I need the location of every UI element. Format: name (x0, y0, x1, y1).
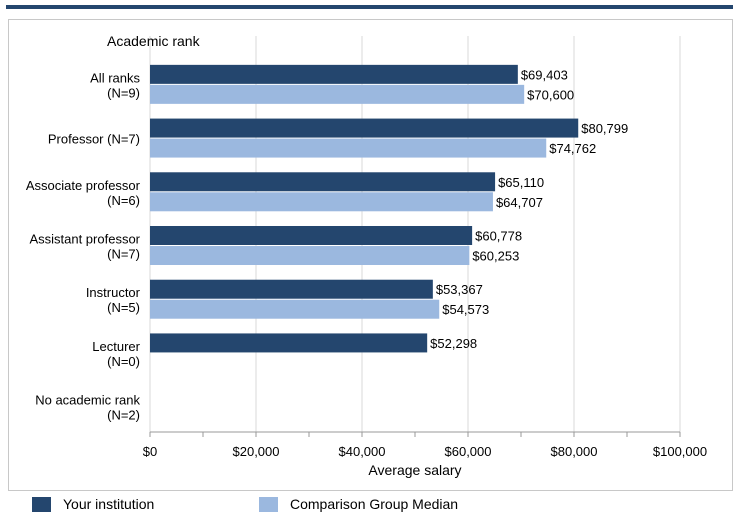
bar-your-institution (150, 333, 428, 353)
top-accent-bar (6, 5, 733, 9)
x-tick-label: $20,000 (233, 444, 280, 459)
category-label: All ranks (N=9) (90, 70, 140, 100)
x-tick-label: $40,000 (339, 444, 386, 459)
category-label: Lecturer (N=0) (92, 339, 140, 369)
data-label: $80,799 (581, 121, 628, 136)
bar-your-institution (150, 172, 496, 192)
bar-chart: $0 $20,000 $40,000 $60,000 $80,000 $100,000 Ac… (26, 33, 707, 478)
legend: Your institution Comparison Group Median (0, 490, 735, 516)
bar-comparison-median (150, 84, 525, 104)
data-label: $54,573 (442, 302, 489, 317)
data-label: $64,707 (496, 195, 543, 210)
legend-swatch-comparison-median (259, 496, 278, 512)
legend-label-comparison-median: Comparison Group Median (290, 496, 459, 512)
x-axis-title: Average salary (368, 462, 461, 478)
data-label: $53,367 (436, 282, 483, 297)
legend-item-your-institution: Your institution (32, 496, 154, 512)
legend-label-your-institution: Your institution (63, 496, 155, 512)
bar-comparison-median (150, 246, 470, 265)
bar-comparison-median (150, 138, 547, 158)
bar-your-institution (150, 279, 433, 299)
category-label: Instructor (N=5) (86, 285, 141, 315)
bar-your-institution (150, 64, 518, 84)
category-label: Assistant professor (N=7) (29, 232, 140, 262)
legend-swatch-your-institution (32, 496, 51, 512)
category-label: Associate professor (N=6) (26, 178, 141, 208)
y-axis-title: Academic rank (107, 33, 201, 49)
x-tick-label: $100,000 (653, 444, 707, 459)
bar-comparison-median (150, 299, 440, 319)
data-label: $60,778 (475, 229, 522, 244)
data-label: $70,600 (527, 87, 574, 102)
bar-your-institution (150, 226, 473, 245)
bar-your-institution (150, 118, 579, 138)
data-label: $65,110 (498, 175, 544, 190)
x-tick-label: $80,000 (551, 444, 598, 459)
category-label: No academic rank (N=2) (35, 393, 140, 423)
legend-item-comparison-median: Comparison Group Median (259, 496, 458, 512)
x-tick-label: $0 (143, 444, 157, 459)
x-tick-label: $60,000 (445, 444, 492, 459)
bar-comparison-median (150, 192, 493, 212)
data-label: $74,762 (549, 141, 596, 156)
category-label: Professor (N=7) (48, 132, 140, 147)
data-label: $69,403 (521, 67, 568, 82)
data-label: $60,253 (472, 249, 519, 264)
data-label: $52,298 (430, 336, 477, 351)
